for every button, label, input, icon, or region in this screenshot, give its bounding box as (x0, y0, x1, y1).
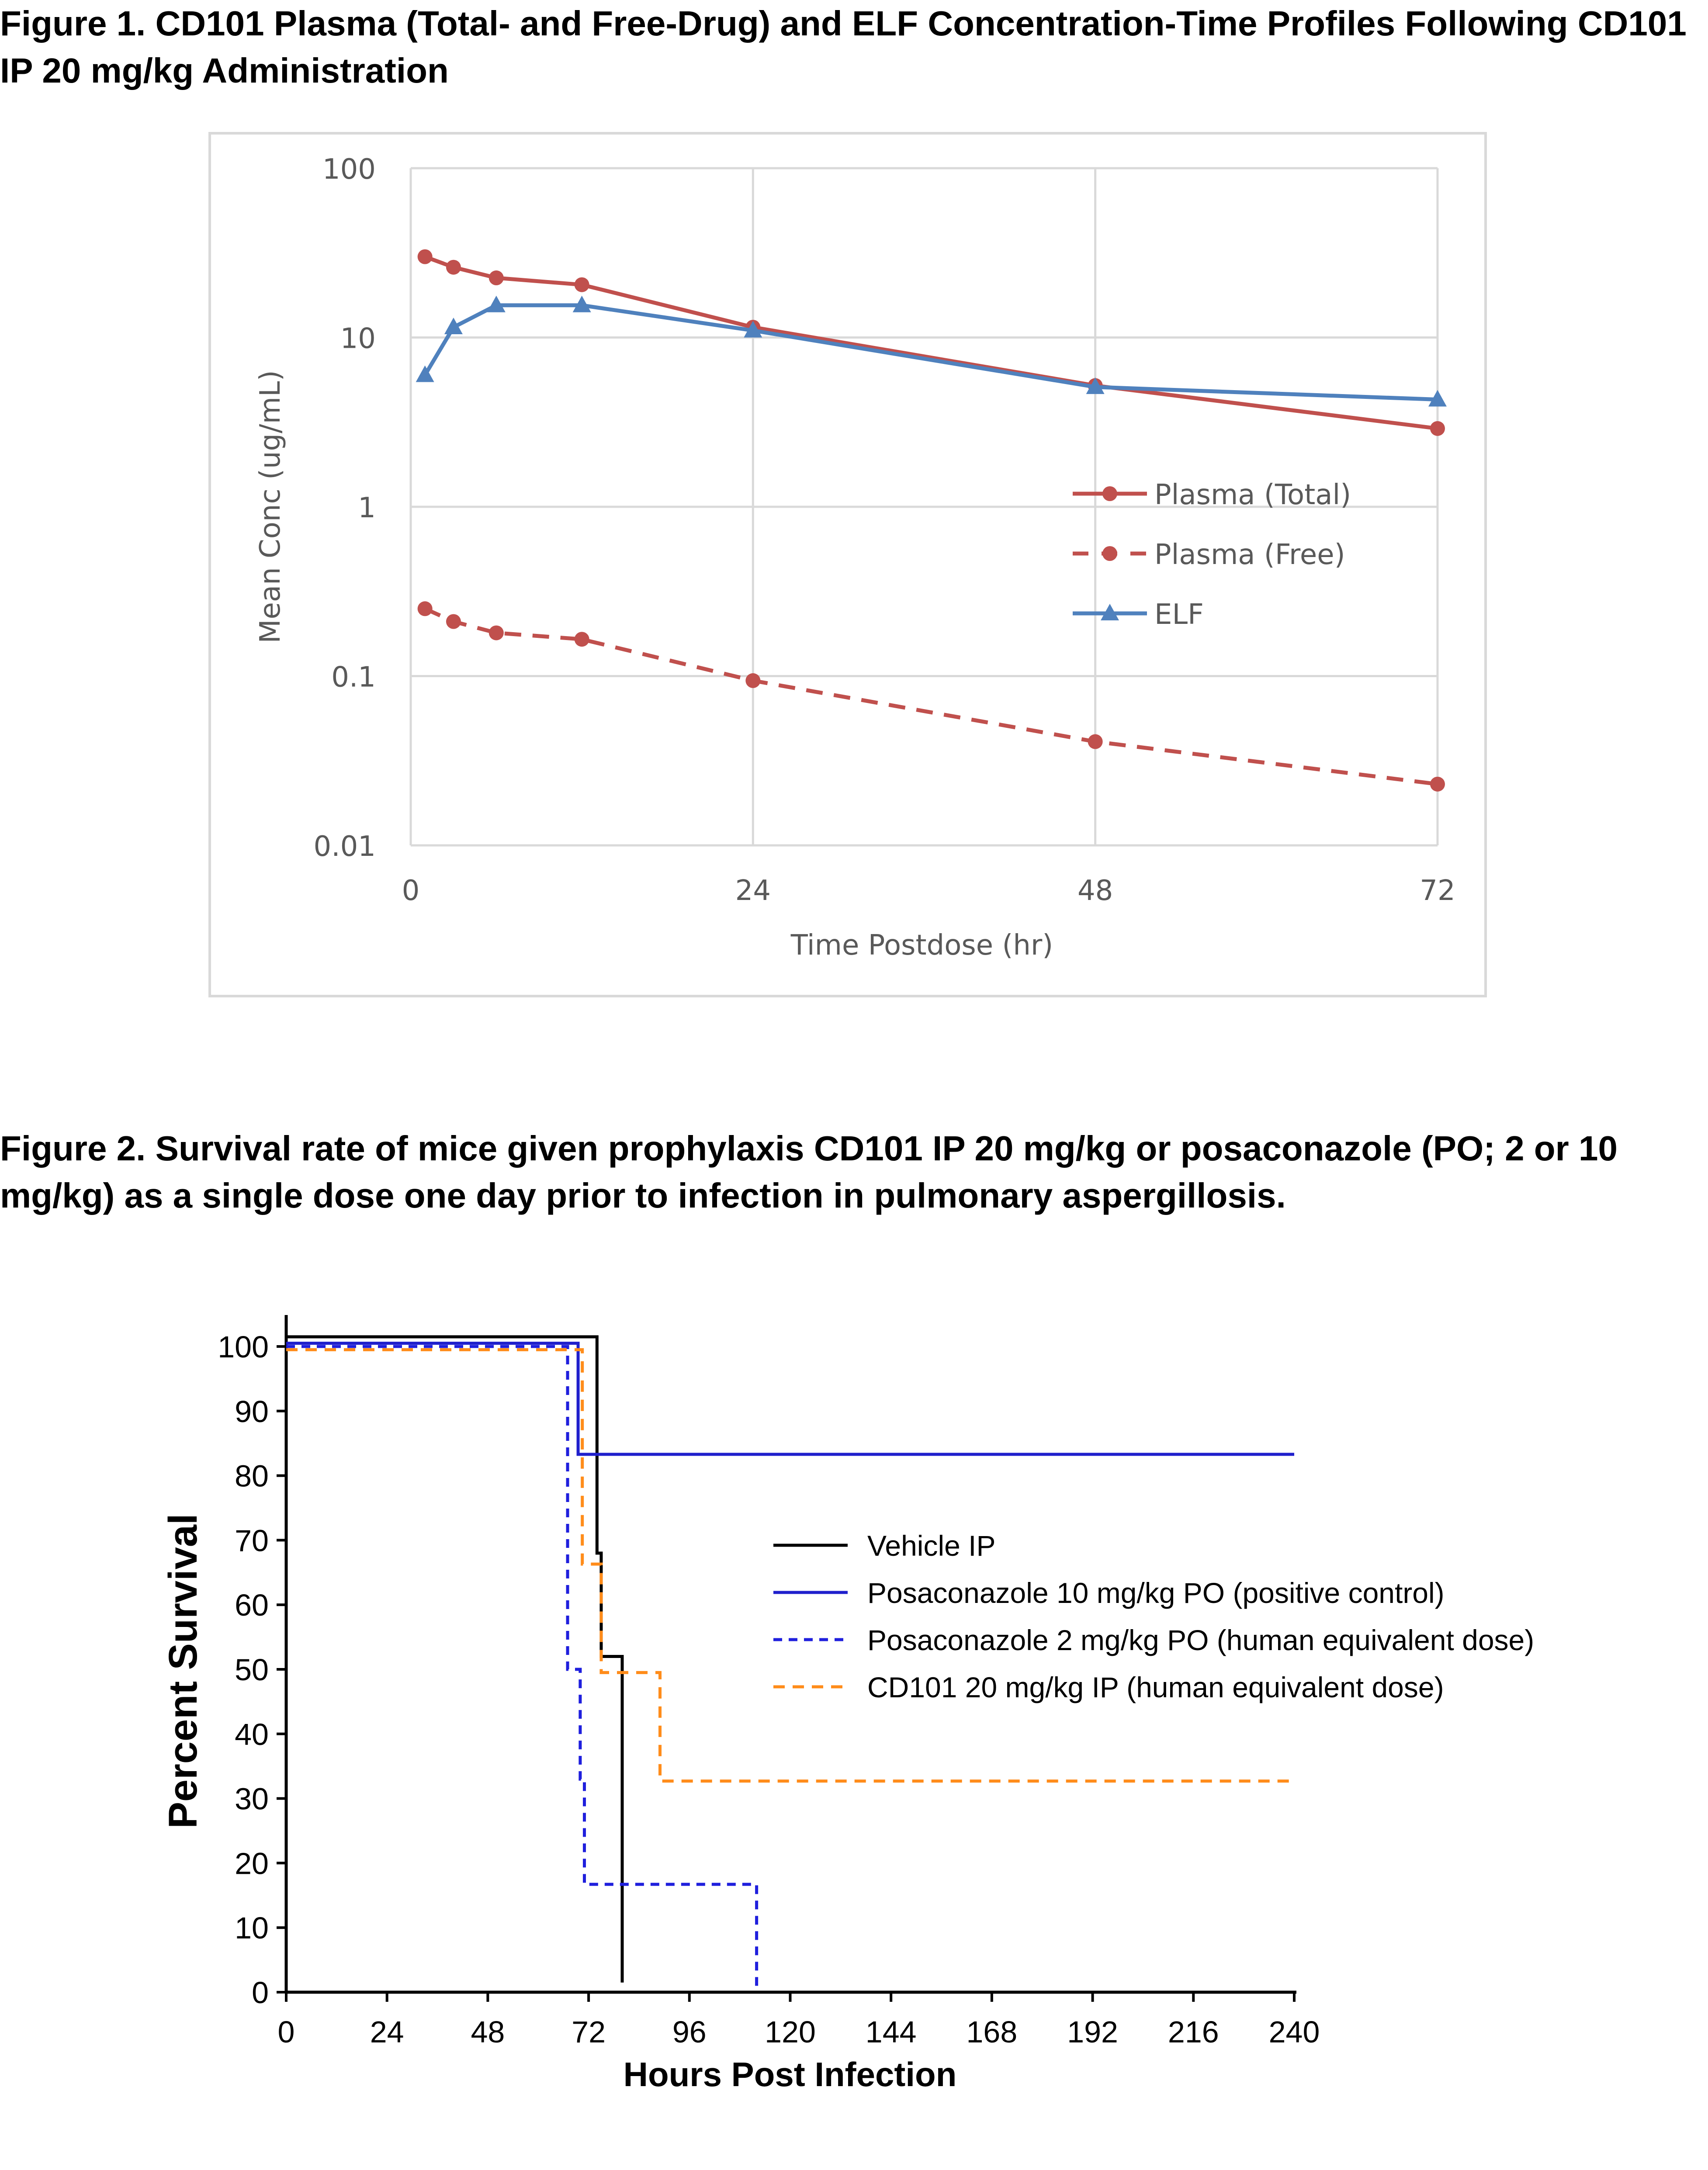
chart2-y-tick-label: 50 (235, 1653, 269, 1687)
chart2-x-tick-label: 216 (1168, 2015, 1219, 2049)
chart2-y-tick-label: 30 (235, 1782, 269, 1816)
chart2-series-line-posaconazole-2-mg-kg-po-human-equivalent-dose (286, 1345, 759, 1992)
chart2-legend-label-posaconazole-2-mg-kg-po-human-equivalent-dose: Posaconazole 2 mg/kg PO (human equivalen… (867, 1624, 1534, 1656)
chart1-y-tick-label: 1 (358, 492, 376, 524)
chart2-legend-label-posaconazole-10-mg-kg-po-positive-control: Posaconazole 10 mg/kg PO (positive contr… (867, 1577, 1445, 1609)
chart2-y-tick-label: 70 (235, 1523, 269, 1557)
chart1-legend-marker-plasma-total (1102, 486, 1117, 501)
chart1-point-plasma-free (1088, 734, 1103, 749)
chart2-legend-label-cd101-20-mg-kg-ip-human-equivalent-dose: CD101 20 mg/kg IP (human equivalent dose… (867, 1671, 1444, 1703)
chart2-y-tick-label: 40 (235, 1717, 269, 1751)
chart1-legend-label-plasma-free: Plasma (Free) (1154, 539, 1345, 571)
chart2-y-tick-label: 90 (235, 1395, 269, 1429)
chart2-y-axis-label: Percent Survival (161, 1513, 205, 1828)
chart1-point-elf (444, 317, 463, 334)
chart1-x-tick-label: 48 (1077, 875, 1113, 907)
chart1-point-elf (744, 321, 762, 338)
chart2-x-tick-label: 144 (866, 2015, 917, 2049)
chart1-point-plasma-free (446, 614, 461, 629)
chart2-x-tick-label: 120 (765, 2015, 816, 2049)
figure2-title: Figure 2. Survival rate of mice given pr… (0, 1129, 1618, 1215)
chart1-point-plasma-total (574, 277, 589, 292)
figure1-chart: 100 10 1 0.1 0.01 0 24 48 72 Plasma (Total) Plasm… (208, 132, 1487, 997)
chart1-point-elf (1428, 390, 1447, 407)
chart1-point-plasma-total (417, 249, 433, 264)
chart1-x-tick-label: 0 (402, 875, 420, 907)
chart1-point-elf (572, 295, 591, 312)
chart1-y-tick-label: 100 (322, 153, 376, 186)
figure1-title: Figure 1. CD101 Plasma (Total- and Free-… (0, 4, 1687, 90)
chart2-y-tick-label: 20 (235, 1846, 269, 1880)
chart2-y-tick-label: 60 (235, 1588, 269, 1622)
chart2-x-tick-label: 72 (572, 2015, 606, 2049)
chart1-point-plasma-free (574, 632, 589, 647)
chart1-point-plasma-total (446, 260, 461, 275)
chart1-legend-marker-plasma-free (1102, 546, 1117, 561)
chart2-x-tick-label: 24 (370, 2015, 404, 2049)
chart2-series-line-posaconazole-10-mg-kg-po-positive-control (286, 1342, 1294, 1456)
chart1-point-plasma-free (745, 673, 761, 688)
chart2-y-tick-label: 10 (235, 1911, 269, 1945)
chart2-series-line-vehicle-ip (286, 1335, 624, 1983)
chart1-point-plasma-free (417, 601, 433, 616)
chart2-x-tick-label: 192 (1067, 2015, 1118, 2049)
chart1-point-plasma-free (1430, 776, 1445, 792)
chart1-point-plasma-total (488, 270, 504, 286)
chart2-y-tick-label: 80 (235, 1459, 269, 1493)
chart2-y-tick-label: 100 (218, 1330, 269, 1364)
chart1-y-axis-label: Mean Conc (ug/mL) (254, 370, 287, 643)
chart2-legend-label-vehicle-ip: Vehicle IP (867, 1530, 996, 1562)
chart1-point-plasma-free (488, 625, 504, 640)
chart2-series-line-cd101-20-mg-kg-ip-human-equivalent-dose (286, 1348, 1294, 1783)
chart2-x-tick-label: 0 (278, 2015, 295, 2049)
chart1-y-tick-label: 10 (340, 323, 376, 355)
chart1-point-elf (487, 295, 506, 312)
chart1-y-tick-label: 0.1 (331, 661, 376, 694)
chart1-frame (208, 132, 1487, 997)
chart2-x-tick-label: 96 (672, 2015, 707, 2049)
chart1-legend-label-plasma-total: Plasma (Total) (1154, 479, 1351, 511)
chart1-legend-marker-elf (1101, 604, 1119, 620)
chart2-y-tick-label: 0 (252, 1976, 269, 2010)
chart1-point-elf (1086, 377, 1105, 394)
chart2-x-tick-label: 48 (471, 2015, 505, 2049)
chart1-x-tick-label: 72 (1420, 875, 1455, 907)
chart1-x-tick-label: 24 (735, 875, 771, 907)
chart1-x-axis-label: Time Postdose (hr) (790, 929, 1053, 962)
chart1-point-elf (416, 365, 434, 382)
chart1-point-plasma-total (1430, 421, 1445, 436)
chart1-y-tick-label: 0.01 (314, 831, 376, 863)
chart2-x-tick-label: 168 (967, 2015, 1018, 2049)
chart1-legend-label-elf: ELF (1154, 599, 1204, 631)
chart2-x-axis-label: Hours Post Infection (624, 2055, 957, 2094)
chart2-x-tick-label: 240 (1269, 2015, 1320, 2049)
